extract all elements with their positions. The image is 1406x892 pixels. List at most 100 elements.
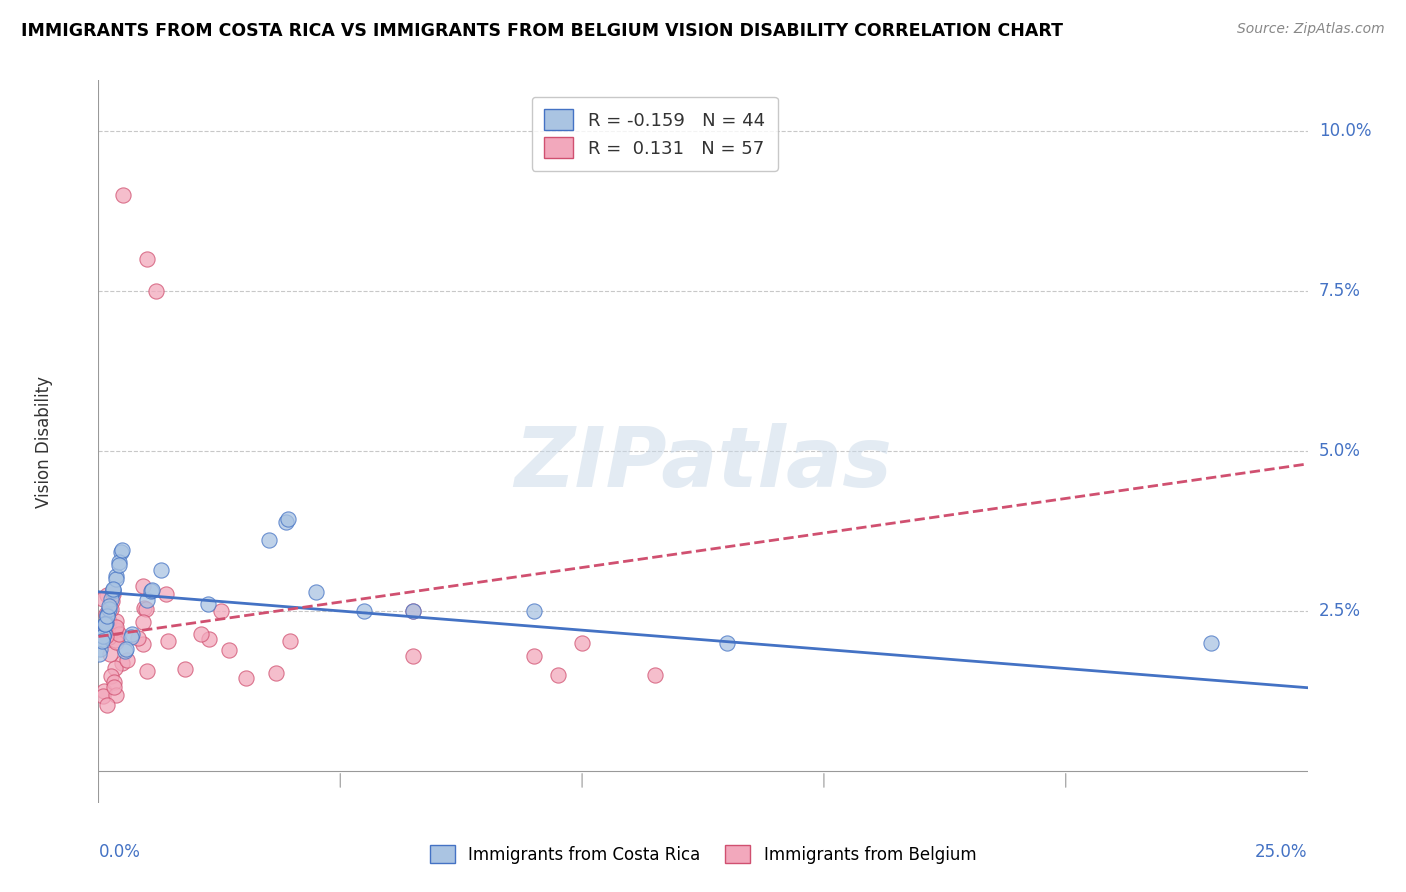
Point xyxy=(277,512,299,526)
Point xyxy=(107,558,129,573)
Text: 7.5%: 7.5% xyxy=(1319,282,1361,301)
Text: Source: ZipAtlas.com: Source: ZipAtlas.com xyxy=(1237,22,1385,37)
Point xyxy=(91,632,114,646)
Point xyxy=(94,617,117,632)
Point xyxy=(97,620,120,634)
Point xyxy=(103,675,125,690)
Point xyxy=(94,622,117,636)
Point xyxy=(353,604,375,618)
Point xyxy=(141,582,163,597)
Point xyxy=(157,633,180,648)
Point xyxy=(104,688,127,702)
Point xyxy=(155,587,177,601)
Point xyxy=(198,632,221,647)
Point xyxy=(104,661,127,675)
Point xyxy=(100,594,122,608)
Text: IMMIGRANTS FROM COSTA RICA VS IMMIGRANTS FROM BELGIUM VISION DISABILITY CORRELAT: IMMIGRANTS FROM COSTA RICA VS IMMIGRANTS… xyxy=(21,22,1063,40)
Point xyxy=(132,601,155,615)
Point xyxy=(114,643,136,657)
Point xyxy=(197,597,219,611)
Point xyxy=(97,630,120,644)
Point xyxy=(111,188,134,202)
Point xyxy=(141,584,163,599)
Text: 2.5%: 2.5% xyxy=(1319,602,1361,620)
Point xyxy=(190,626,212,640)
Point xyxy=(91,632,114,646)
Point xyxy=(103,680,125,694)
Point xyxy=(94,617,117,632)
Point xyxy=(305,584,328,599)
Point xyxy=(94,615,117,630)
Point xyxy=(523,604,546,618)
Text: 25.0%: 25.0% xyxy=(1256,843,1308,861)
Point xyxy=(108,626,131,640)
Point xyxy=(96,607,118,622)
Point xyxy=(547,668,569,682)
Point xyxy=(110,545,132,559)
Text: ZIPatlas: ZIPatlas xyxy=(515,423,891,504)
Point xyxy=(523,648,546,663)
Point xyxy=(98,615,121,629)
Text: 5.0%: 5.0% xyxy=(1319,442,1361,460)
Point xyxy=(104,633,127,648)
Point xyxy=(135,664,157,678)
Point xyxy=(96,608,118,623)
Point xyxy=(115,653,138,667)
Point xyxy=(87,647,110,661)
Point xyxy=(402,604,425,618)
Point xyxy=(209,604,232,618)
Point xyxy=(100,602,122,616)
Point xyxy=(90,633,112,648)
Point xyxy=(104,620,127,634)
Point xyxy=(571,636,593,650)
Point xyxy=(402,648,425,663)
Point xyxy=(644,668,666,682)
Point xyxy=(103,587,125,601)
Point xyxy=(149,563,172,577)
Point xyxy=(96,607,118,622)
Point xyxy=(145,285,167,299)
Point xyxy=(121,627,143,641)
Point xyxy=(105,634,128,648)
Point xyxy=(91,592,114,607)
Point xyxy=(96,698,118,712)
Point xyxy=(91,629,114,643)
Point xyxy=(89,642,111,657)
Point xyxy=(91,690,114,704)
Point xyxy=(98,647,121,661)
Point xyxy=(174,662,197,676)
Legend: Immigrants from Costa Rica, Immigrants from Belgium: Immigrants from Costa Rica, Immigrants f… xyxy=(423,838,983,871)
Point xyxy=(100,669,122,683)
Point xyxy=(127,631,149,645)
Point xyxy=(136,592,159,607)
Point xyxy=(97,613,120,627)
Point xyxy=(89,624,111,639)
Point xyxy=(104,623,127,637)
Point xyxy=(108,555,131,569)
Point xyxy=(104,572,127,586)
Point xyxy=(278,633,301,648)
Point xyxy=(114,641,136,656)
Point xyxy=(257,533,280,547)
Text: 10.0%: 10.0% xyxy=(1319,122,1371,140)
Point xyxy=(98,599,121,614)
Point xyxy=(96,588,118,602)
Text: 0.0%: 0.0% xyxy=(98,843,141,861)
Point xyxy=(402,604,425,618)
Point xyxy=(264,665,287,680)
Point xyxy=(120,630,142,644)
Point xyxy=(97,601,120,615)
Point xyxy=(218,643,240,657)
Point xyxy=(111,656,134,670)
Point xyxy=(101,583,124,598)
Point xyxy=(111,543,134,558)
Point xyxy=(101,583,124,598)
Point xyxy=(105,569,128,583)
Point xyxy=(235,671,257,685)
Point xyxy=(135,601,157,615)
Point xyxy=(135,252,157,267)
Point xyxy=(103,582,125,597)
Point xyxy=(105,614,128,628)
Point xyxy=(93,625,115,640)
Point xyxy=(716,636,738,650)
